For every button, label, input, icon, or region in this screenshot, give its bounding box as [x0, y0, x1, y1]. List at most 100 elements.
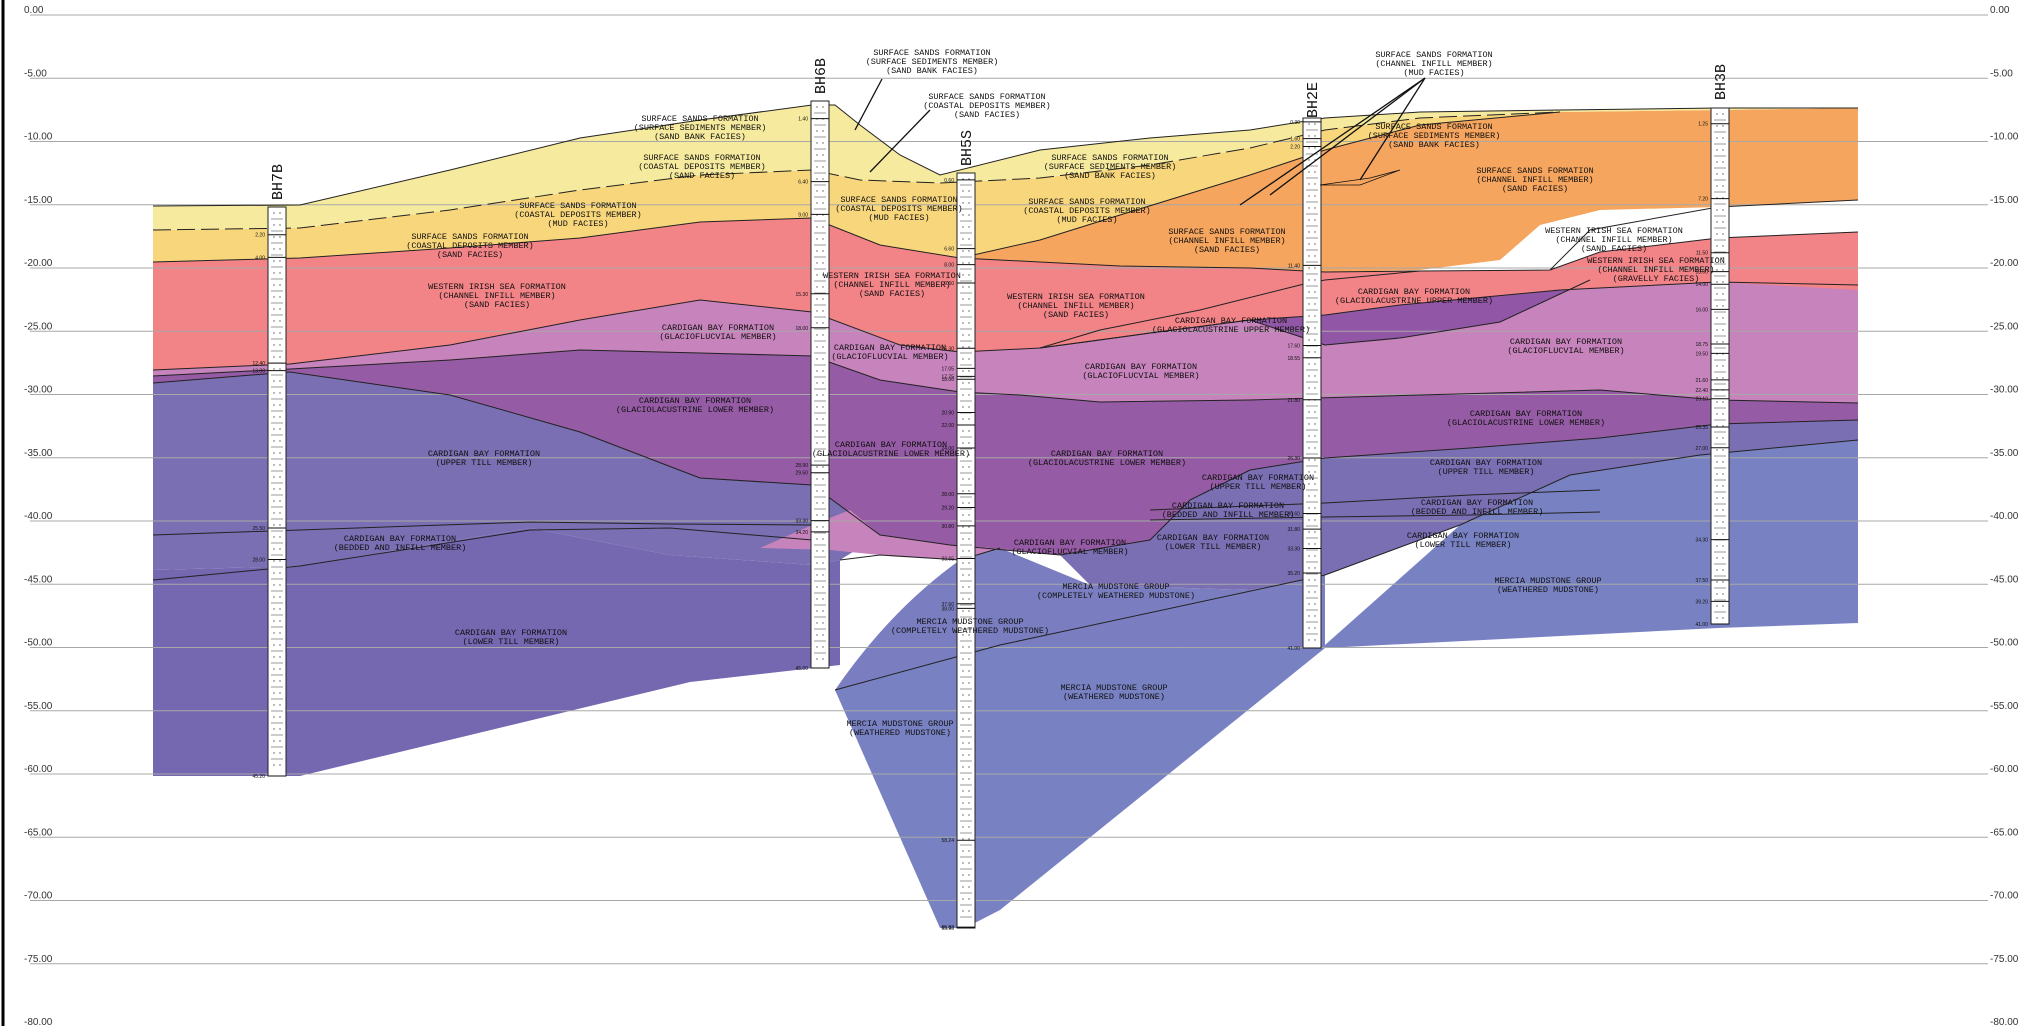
depth-label: 6.40 [798, 180, 808, 186]
log-dot [1722, 413, 1724, 415]
log-dot [816, 634, 818, 636]
log-dot [1308, 171, 1310, 173]
unit-label-line: (LOWER TILL MEMBER) [463, 637, 560, 647]
log-dot [962, 742, 964, 744]
elevation-label-left: -5.00 [24, 68, 47, 79]
log-dot [962, 526, 964, 528]
unit-label-line: CARDIGAN BAY FORMATION [639, 396, 751, 406]
elevation-label-left: -50.00 [24, 638, 53, 649]
boundary-top-surface [152, 104, 1858, 207]
elevation-label-right: -30.00 [1990, 385, 2018, 396]
log-dot [1314, 243, 1316, 245]
unit-label-line: SURFACE SANDS FORMATION [1476, 166, 1593, 176]
log-dot [273, 704, 275, 706]
log-dot [279, 680, 281, 682]
log-dot [1722, 425, 1724, 427]
log-dot [1314, 375, 1316, 377]
depth-label: 6.60 [944, 247, 954, 253]
elevation-label-right: -80.00 [1990, 1017, 2018, 1026]
elevation-label-right: -65.00 [1990, 827, 2018, 838]
depth-label: 35.20 [1287, 571, 1300, 577]
borehole-bh3b: BH3B 1.25 7.20 11.50 13.00 14.00 16.00 18.75 19.… [1695, 64, 1730, 628]
unit-label: CARDIGAN BAY FORMATION(GLACIOLACUSTRINE … [1028, 449, 1186, 468]
log-dot [822, 574, 824, 576]
elevation-label-left: -20.00 [24, 258, 53, 269]
log-dot [962, 790, 964, 792]
unit-label: CARDIGAN BAY FORMATION(GLACIOFLUCVIAL ME… [659, 323, 776, 342]
unit-label-line: (SAND BANK FACIES) [1064, 171, 1156, 181]
log-dot [1314, 555, 1316, 557]
log-dot [962, 202, 964, 204]
log-dot [273, 320, 275, 322]
log-dot [1308, 255, 1310, 257]
unit-label-line: (GLACIOFLUCVIAL MEMBER) [1011, 547, 1128, 557]
unit-label: WESTERN IRISH SEA FORMATION(CHANNEL INFI… [823, 271, 961, 299]
log-dot [816, 622, 818, 624]
unit-label-line: (GLACIOLACUSTRINE UPPER MEMBER) [1152, 325, 1310, 335]
log-dot [816, 358, 818, 360]
log-dot [1308, 183, 1310, 185]
depth-label: 39.20 [1695, 599, 1708, 605]
log-dot [273, 212, 275, 214]
unit-label-line: MERCIA MUDSTONE GROUP [1060, 683, 1167, 693]
log-dot [816, 574, 818, 576]
unit-label: WESTERN IRISH SEA FORMATION(CHANNEL INFI… [1007, 292, 1145, 320]
log-dot [822, 298, 824, 300]
log-dot [968, 730, 970, 732]
unit-label-line: (SAND FACIES) [1194, 245, 1260, 255]
depth-label: 18.75 [1695, 342, 1708, 348]
log-dot [962, 310, 964, 312]
log-dot [1308, 411, 1310, 413]
elevation-label-right: -40.00 [1990, 511, 2018, 522]
depth-label: 34.30 [1695, 538, 1708, 544]
boundary-channel-top [959, 111, 1561, 259]
log-dot [1722, 125, 1724, 127]
log-dot [1308, 639, 1310, 641]
unit-label: SURFACE SANDS FORMATION(COASTAL DEPOSITS… [835, 195, 963, 223]
unit-label: MERCIA MUDSTONE GROUP(WEATHERED MUDSTONE… [1060, 683, 1167, 702]
log-dot [1314, 195, 1316, 197]
unit-label-line: (MUD FACIES) [547, 219, 608, 229]
log-dot [1314, 279, 1316, 281]
log-dot [1308, 291, 1310, 293]
log-dot [1314, 267, 1316, 269]
unit-label: CARDIGAN BAY FORMATION(GLACIOLACUSTRINE … [1447, 409, 1605, 428]
log-dot [279, 404, 281, 406]
log-dot [1716, 125, 1718, 127]
log-dot [962, 226, 964, 228]
log-dot [816, 142, 818, 144]
log-dot [962, 610, 964, 612]
log-dot [273, 416, 275, 418]
log-dot [1716, 437, 1718, 439]
unit-label: WESTERN IRISH SEA FORMATION(CHANNEL INFI… [1545, 226, 1683, 254]
log-dot [1314, 303, 1316, 305]
log-dot [1314, 183, 1316, 185]
callout-label-line: SURFACE SANDS FORMATION [928, 92, 1045, 102]
callout-label-line: SURFACE SANDS FORMATION [873, 48, 990, 58]
log-dot [816, 106, 818, 108]
unit-label-line: (GLACIOLACUSTRINE UPPER MEMBER) [1335, 296, 1493, 306]
depth-label: 33.30 [1287, 546, 1300, 552]
log-dot [1722, 497, 1724, 499]
callout-label-line: (MUD FACIES) [1403, 68, 1464, 78]
log-dot [1308, 459, 1310, 461]
unit-label-line: (SAND BANK FACIES) [654, 132, 746, 142]
log-dot [962, 874, 964, 876]
log-dot [1722, 149, 1724, 151]
depth-label: 1.60 [1290, 137, 1300, 143]
log-dot [273, 488, 275, 490]
unit-label-line: CARDIGAN BAY FORMATION [344, 534, 456, 544]
depth-label: 15.30 [941, 346, 954, 352]
unit-label-line: (CHANNEL INFILL MEMBER) [1017, 301, 1134, 311]
log-dot [822, 382, 824, 384]
log-dot [1308, 435, 1310, 437]
log-dot [279, 632, 281, 634]
depth-label: 12.40 [252, 361, 265, 367]
log-dot [279, 536, 281, 538]
log-dot [962, 214, 964, 216]
log-dot [968, 790, 970, 792]
depth-label: 17.05 [941, 366, 954, 372]
log-dot [968, 370, 970, 372]
borehole-label: BH2E [1305, 82, 1322, 118]
unit-label-line: WESTERN IRISH SEA FORMATION [1007, 292, 1145, 302]
